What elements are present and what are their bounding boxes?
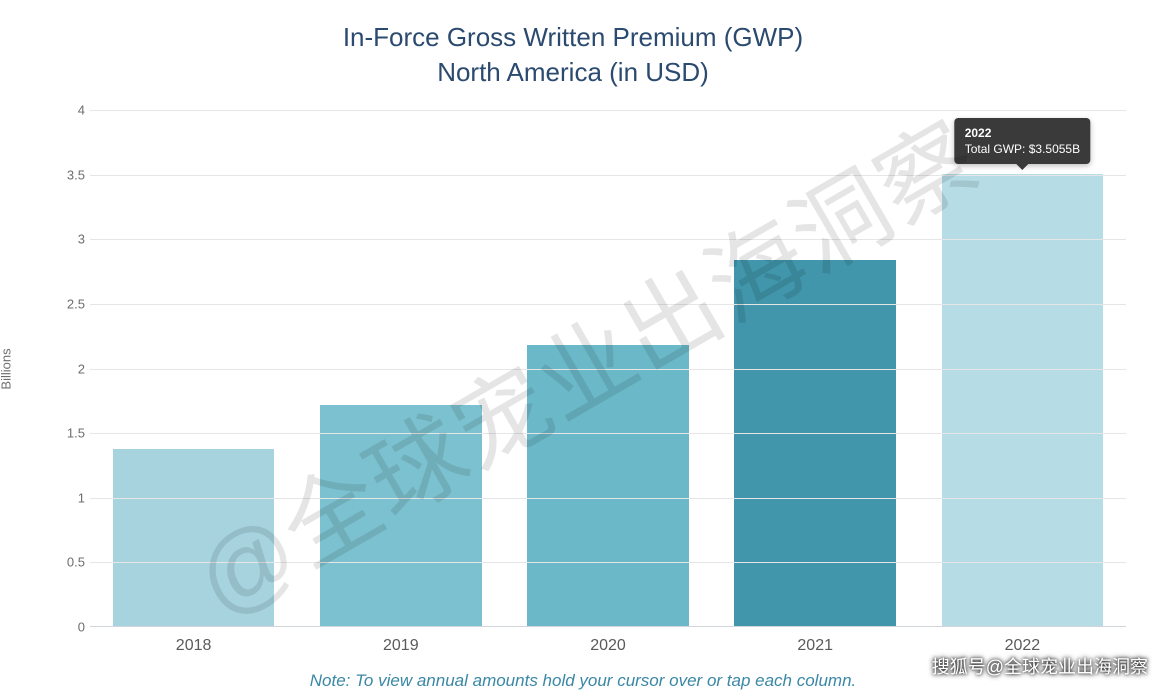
x-axis-line xyxy=(90,626,1126,627)
x-tick-label: 2018 xyxy=(176,637,212,655)
y-tick-label: 4 xyxy=(45,103,85,118)
attribution-text: 搜狐号@全球宠业出海洞察 xyxy=(932,653,1148,679)
bar[interactable] xyxy=(320,405,482,627)
tooltip-value: Total GWP: $3.5055B xyxy=(965,142,1080,156)
gridline xyxy=(90,562,1126,563)
y-tick-label: 2.5 xyxy=(45,296,85,311)
plot-area: 20182019202020212022Total GWP: $3.5055B2… xyxy=(90,110,1126,627)
y-tick-label: 0.5 xyxy=(45,555,85,570)
bar[interactable]: 2022Total GWP: $3.5055B xyxy=(942,174,1104,627)
gridline xyxy=(90,304,1126,305)
y-tick-label: 3.5 xyxy=(45,167,85,182)
gridline xyxy=(90,369,1126,370)
title-line-1: In-Force Gross Written Premium (GWP) xyxy=(20,20,1126,55)
gridline xyxy=(90,175,1126,176)
bar[interactable] xyxy=(527,345,689,627)
title-line-2: North America (in USD) xyxy=(20,55,1126,90)
gridline xyxy=(90,498,1126,499)
bar[interactable] xyxy=(113,449,275,627)
y-tick-label: 2 xyxy=(45,361,85,376)
y-axis-label-area: Billions xyxy=(0,110,30,627)
tooltip: 2022Total GWP: $3.5055B xyxy=(955,118,1090,164)
chart-container: In-Force Gross Written Premium (GWP) Nor… xyxy=(0,0,1166,697)
gridline xyxy=(90,110,1126,111)
y-tick-label: 0 xyxy=(45,620,85,635)
chart-title: In-Force Gross Written Premium (GWP) Nor… xyxy=(20,20,1126,90)
x-tick-label: 2019 xyxy=(383,637,419,655)
y-tick-label: 3 xyxy=(45,232,85,247)
gridline xyxy=(90,239,1126,240)
y-axis-title: Billions xyxy=(0,348,14,389)
y-tick-label: 1.5 xyxy=(45,426,85,441)
bar[interactable] xyxy=(734,260,896,627)
y-tick-label: 1 xyxy=(45,490,85,505)
x-tick-label: 2020 xyxy=(590,637,626,655)
x-tick-label: 2021 xyxy=(797,637,833,655)
gridline xyxy=(90,433,1126,434)
tooltip-year: 2022 xyxy=(965,125,1080,141)
